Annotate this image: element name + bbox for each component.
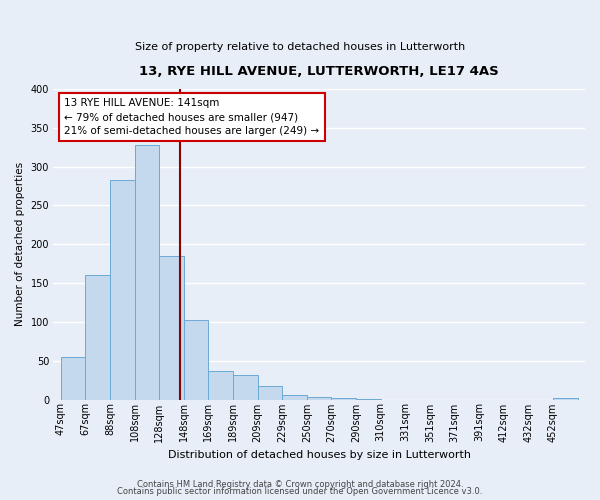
Bar xyxy=(184,320,208,400)
Bar xyxy=(282,395,307,400)
Bar xyxy=(331,398,356,400)
Text: Contains public sector information licensed under the Open Government Licence v3: Contains public sector information licen… xyxy=(118,487,482,496)
Text: Contains HM Land Registry data © Crown copyright and database right 2024.: Contains HM Land Registry data © Crown c… xyxy=(137,480,463,489)
Text: Size of property relative to detached houses in Lutterworth: Size of property relative to detached ho… xyxy=(135,42,465,52)
Text: 13 RYE HILL AVENUE: 141sqm
← 79% of detached houses are smaller (947)
21% of sem: 13 RYE HILL AVENUE: 141sqm ← 79% of deta… xyxy=(64,98,320,136)
Bar xyxy=(356,398,381,400)
Bar xyxy=(208,371,233,400)
Bar xyxy=(61,357,85,400)
X-axis label: Distribution of detached houses by size in Lutterworth: Distribution of detached houses by size … xyxy=(167,450,470,460)
Bar xyxy=(553,398,578,400)
Bar xyxy=(307,397,331,400)
Bar xyxy=(85,276,110,400)
Bar xyxy=(110,180,134,400)
Bar xyxy=(134,145,159,400)
Bar xyxy=(233,374,257,400)
Bar xyxy=(257,386,282,400)
Y-axis label: Number of detached properties: Number of detached properties xyxy=(15,162,25,326)
Title: 13, RYE HILL AVENUE, LUTTERWORTH, LE17 4AS: 13, RYE HILL AVENUE, LUTTERWORTH, LE17 4… xyxy=(139,65,499,78)
Bar xyxy=(159,256,184,400)
